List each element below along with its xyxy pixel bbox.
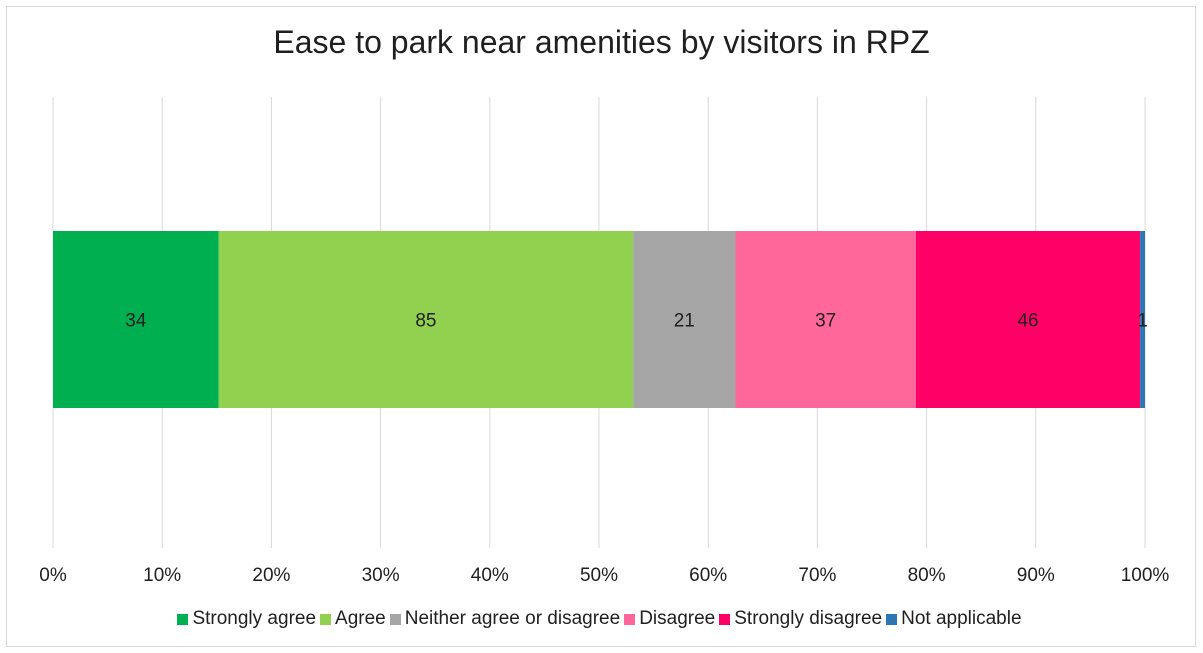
legend-label: Disagree <box>639 608 716 629</box>
legend-item-strongly-disagree: Strongly disagree <box>719 608 882 630</box>
bar-neither-agree-or-disagree <box>633 231 736 408</box>
x-tick-label: 100% <box>1121 565 1170 586</box>
legend-swatch <box>389 613 401 625</box>
legend-swatch <box>719 613 731 625</box>
legend-swatch <box>886 613 898 625</box>
legend-label: Agree <box>335 608 386 629</box>
x-tick-label: 60% <box>689 565 727 586</box>
legend-swatch <box>624 613 636 625</box>
data-label-neither-agree-or-disagree: 21 <box>674 311 695 332</box>
x-tick-label: 30% <box>362 565 400 586</box>
x-tick-label: 70% <box>798 565 836 586</box>
legend-item-neither-agree-or-disagree: Neither agree or disagree <box>389 608 621 630</box>
bar-disagree <box>735 231 916 408</box>
legend-label: Strongly agree <box>192 608 317 629</box>
x-tick-label: 50% <box>580 565 618 586</box>
x-tick-label: 80% <box>908 565 946 586</box>
legend-item-strongly-agree: Strongly agree <box>177 608 316 630</box>
bar-not-applicable <box>1140 231 1145 408</box>
x-tick-label: 10% <box>143 565 181 586</box>
legend-swatch <box>177 613 189 625</box>
legend-item-disagree: Disagree <box>624 608 715 630</box>
legend-item-agree: Agree <box>320 608 386 630</box>
x-tick-label: 20% <box>252 565 290 586</box>
legend-item-not-applicable: Not applicable <box>886 608 1022 630</box>
legend-label: Strongly disagree <box>734 608 883 629</box>
bar-segments <box>53 231 1145 408</box>
legend-swatch <box>320 613 332 625</box>
bar-strongly-agree <box>53 231 219 408</box>
x-tick-label: 0% <box>39 565 67 586</box>
data-label-not-applicable: 1 <box>1137 311 1148 332</box>
bar-strongly-disagree <box>915 231 1141 408</box>
data-label-strongly-agree: 34 <box>125 311 147 332</box>
data-label-disagree: 37 <box>815 311 836 332</box>
legend-label: Neither agree or disagree <box>404 608 621 629</box>
data-label-agree: 85 <box>415 311 436 332</box>
x-tick-label: 90% <box>1017 565 1055 586</box>
legend: Strongly agree Agree Neither agree or disa… <box>0 608 1203 630</box>
x-axis-tick-labels: 0% 10% 20% 30% 40% 50% 60% 70% 80% 90% 100% <box>39 565 1169 586</box>
x-tick-label: 40% <box>471 565 509 586</box>
data-label-strongly-disagree: 46 <box>1017 311 1038 332</box>
legend-label: Not applicable <box>901 608 1022 629</box>
data-labels: 34 85 21 37 46 1 <box>125 311 1148 332</box>
bar-agree <box>218 231 634 408</box>
chart-title: Ease to park near amenities by visitors … <box>273 24 930 60</box>
